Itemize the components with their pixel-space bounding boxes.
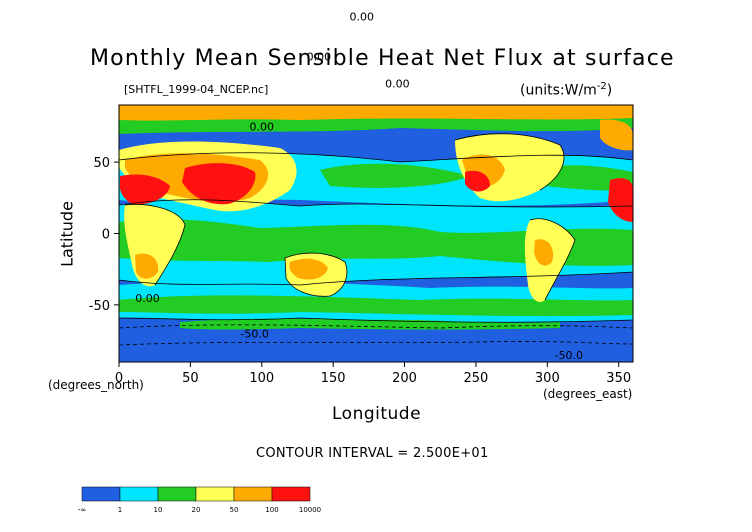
colorbar: -∞ 1 10 20 50 100 10000 <box>78 486 321 514</box>
x-tick-label: 0 <box>115 371 123 386</box>
colorbar-label: 10000 <box>299 506 321 514</box>
contour-label: 0.00 <box>250 120 275 133</box>
units-label: (units:W/m-2) <box>520 81 613 99</box>
x-axis-label: Longitude <box>332 404 422 424</box>
contour-label: 0.00 <box>307 50 332 63</box>
x-tick-label: 200 <box>392 371 417 386</box>
x-tick-label: 300 <box>535 371 560 386</box>
chart-title: Monthly Mean Sensible Heat Net Flux at s… <box>90 46 675 71</box>
contour-label: -50.0 <box>555 349 583 362</box>
colorbar-label: 10 <box>154 506 163 514</box>
contour-label: -50.0 <box>240 327 268 340</box>
contour-label: 0.00 <box>385 78 410 91</box>
colorbar-swatch <box>233 486 273 502</box>
colorbar-label: -∞ <box>78 506 86 514</box>
map-field <box>119 105 633 362</box>
colorbar-label: 20 <box>192 506 201 514</box>
colorbar-swatch <box>81 486 121 502</box>
y-tick-label: 50 <box>93 156 110 171</box>
y-tick-label: 0 <box>102 228 110 243</box>
colorbar-swatch <box>157 486 197 502</box>
x-tick-label: 250 <box>464 371 489 386</box>
x-tick-label: 100 <box>249 371 274 386</box>
source-file-label: [SHTFL_1999-04_NCEP.nc] <box>124 83 269 96</box>
colorbar-label: 1 <box>118 506 122 514</box>
colorbar-swatch <box>119 486 159 502</box>
colorbar-label: 50 <box>230 506 239 514</box>
colorbar-swatch <box>271 486 311 502</box>
colorbar-label: 100 <box>265 506 278 514</box>
contour-interval-label: CONTOUR INTERVAL = 2.500E+01 <box>256 446 489 461</box>
colorbar-swatch <box>195 486 235 502</box>
y-tick-label: -50 <box>89 299 110 314</box>
contour-label: 0.00 <box>135 292 160 305</box>
x-tick-label: 50 <box>182 371 199 386</box>
x-tick-label: 350 <box>606 371 631 386</box>
x-tick-label: 150 <box>321 371 346 386</box>
contour-label: 0.00 <box>349 10 374 23</box>
x-unit-label: (degrees_east) <box>543 387 633 401</box>
y-unit-label: (degrees_north) <box>48 378 144 392</box>
